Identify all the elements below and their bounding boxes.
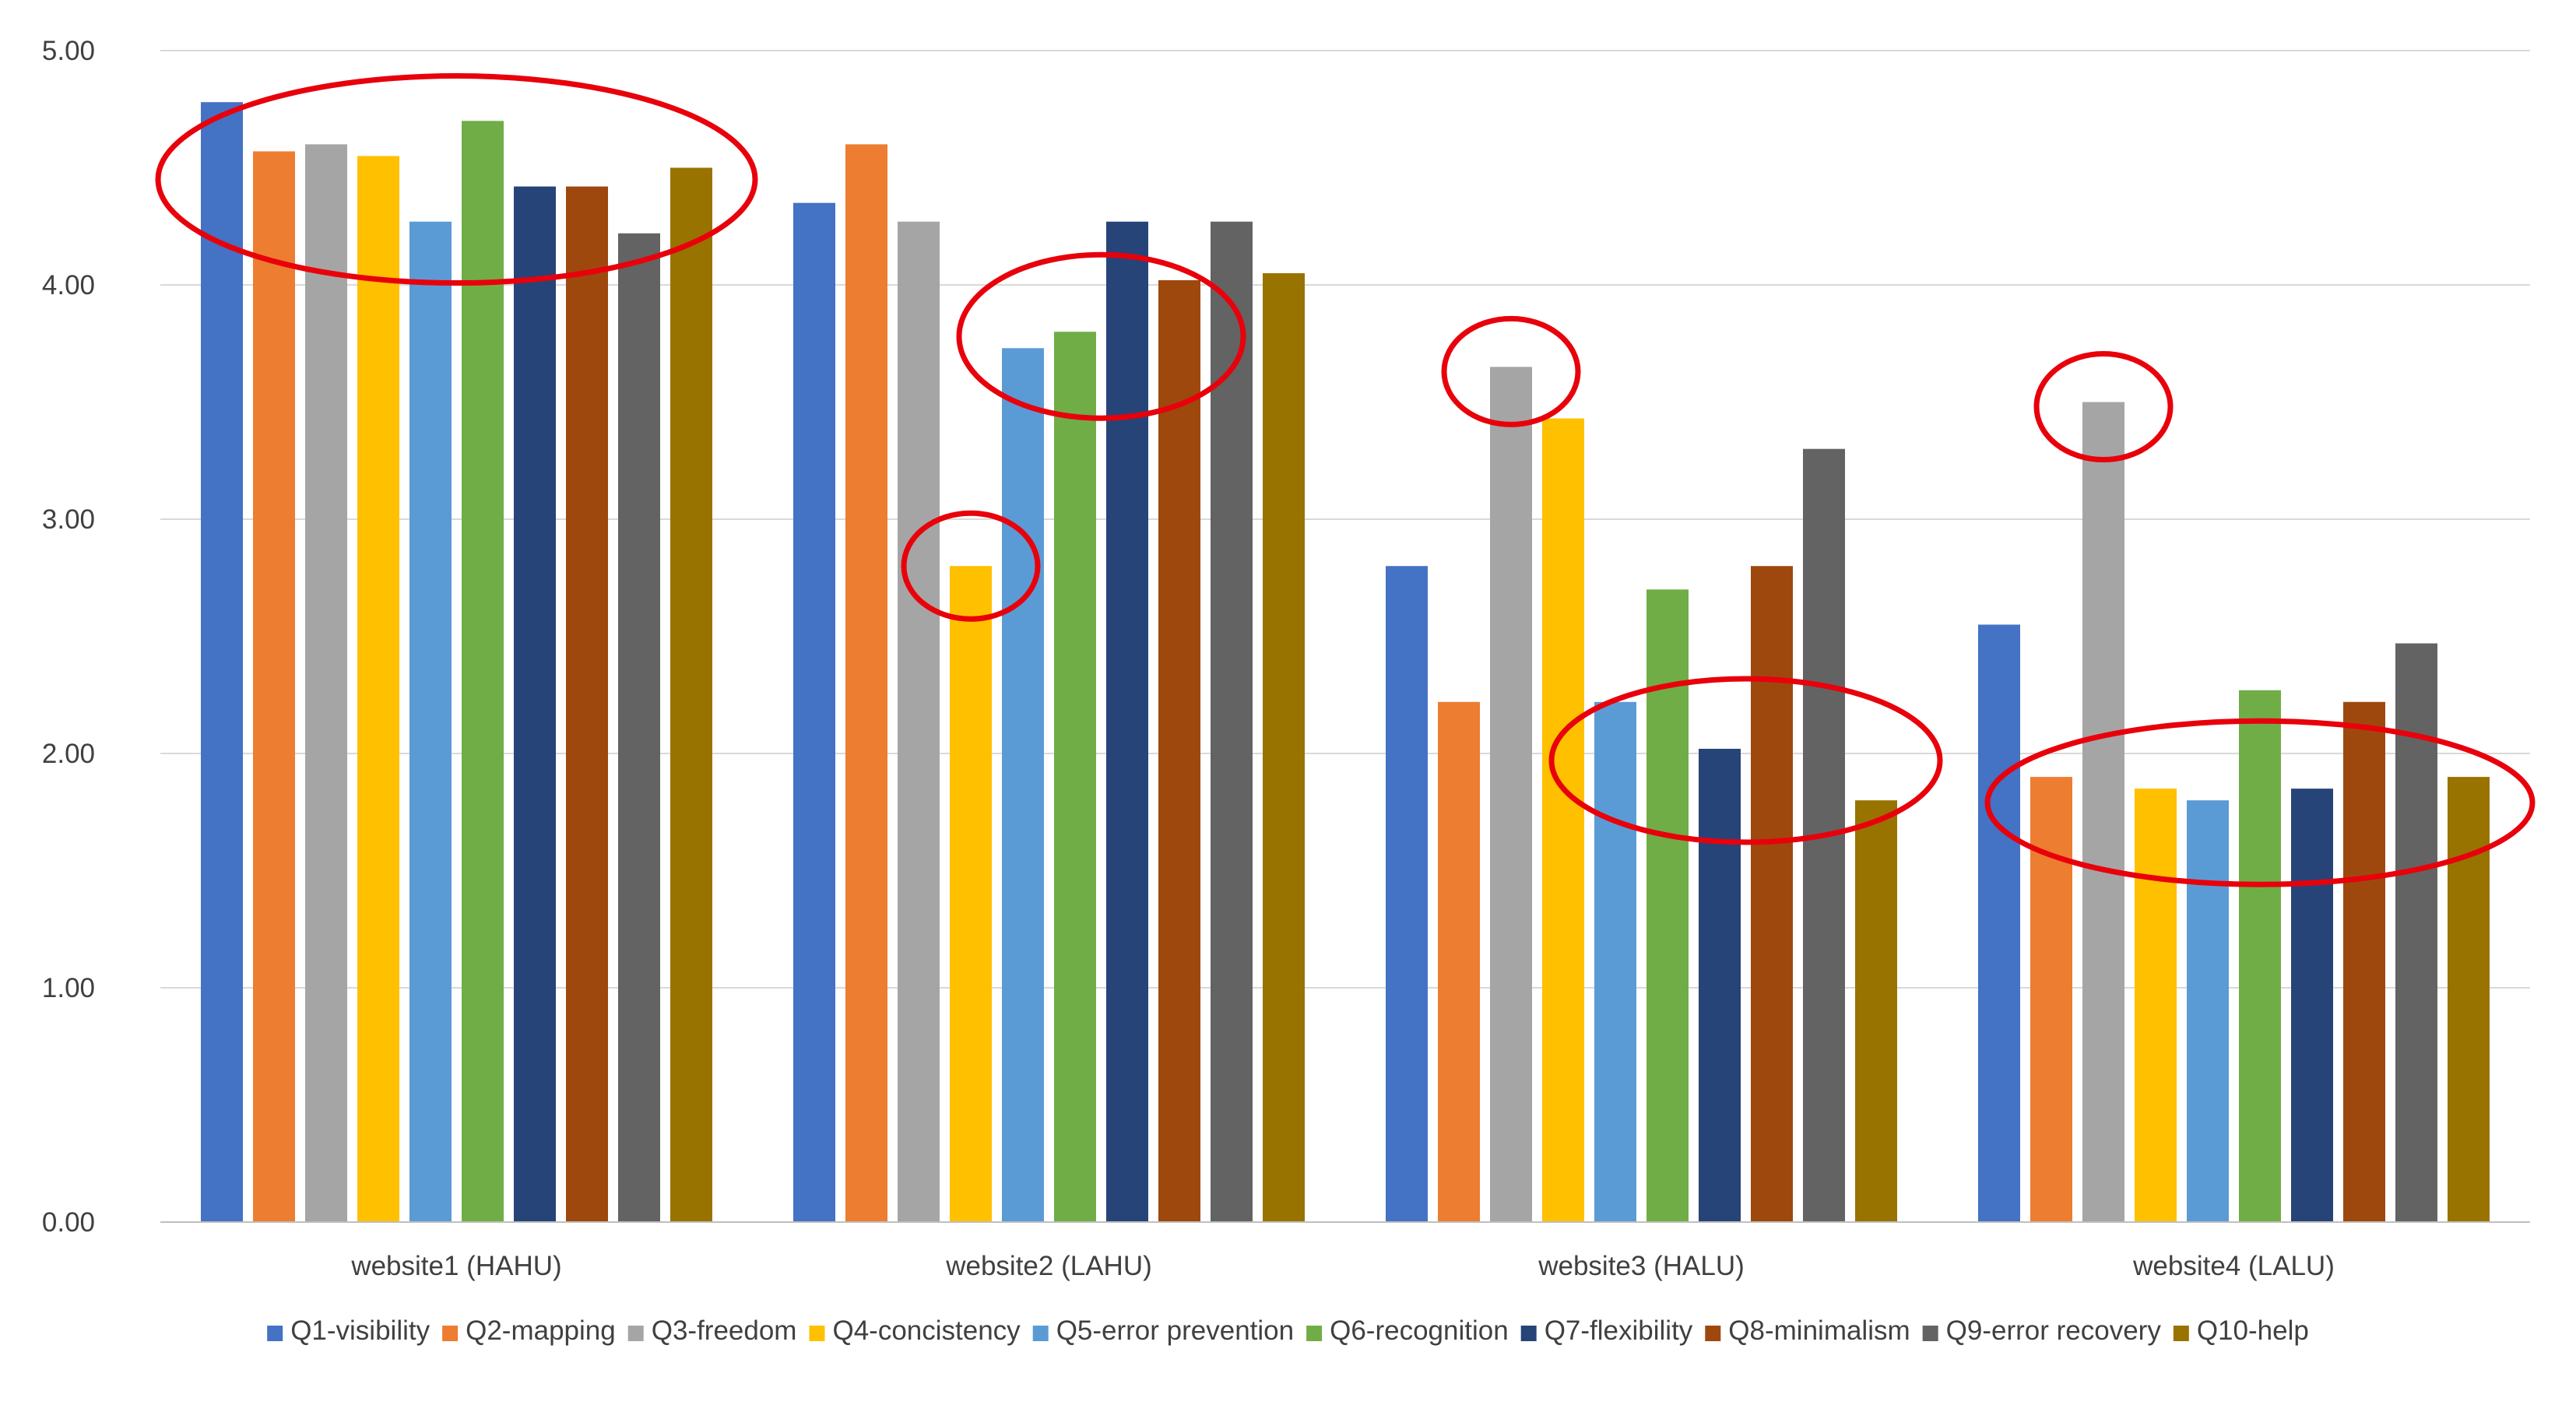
legend-swatch (442, 1326, 459, 1341)
highlight-ellipse (2033, 351, 2174, 463)
highlight-ellipse (1984, 718, 2536, 887)
bars (201, 102, 2490, 1223)
bar (793, 202, 835, 1222)
bar (1978, 624, 2020, 1222)
bar (2082, 402, 2124, 1222)
highlight-ellipse (956, 251, 1246, 421)
legend-swatch (1032, 1326, 1049, 1341)
y-tick-label: 2.00 (42, 739, 95, 769)
bar (618, 233, 660, 1222)
legend-label: Q5-error prevention (1056, 1315, 1294, 1346)
y-tick-label: 3.00 (42, 504, 95, 535)
bar (253, 151, 295, 1223)
bar (514, 186, 556, 1223)
legend-swatch (1520, 1326, 1537, 1341)
legend: Q1-visibility Q2-mapping Q3-freedom Q4-conc… (267, 1315, 2309, 1346)
bar (1751, 566, 1793, 1222)
bar (409, 221, 452, 1223)
bar (950, 566, 992, 1222)
y-tick-label: 1.00 (42, 973, 95, 1003)
bar (1386, 566, 1428, 1222)
bar (2239, 690, 2281, 1222)
bar (2030, 777, 2072, 1222)
legend-swatch (267, 1326, 283, 1341)
highlight-ellipse (901, 510, 1041, 622)
legend-label: Q7-flexibility (1545, 1315, 1693, 1346)
bar (1594, 701, 1636, 1222)
x-category-label: website4 (LALU) (2132, 1251, 2335, 1281)
bar (201, 102, 243, 1223)
annotations (155, 73, 2536, 887)
bar (1646, 589, 1689, 1222)
highlight-ellipse (155, 73, 758, 286)
legend-label: Q10-help (2197, 1315, 2309, 1346)
legend-label: Q6-recognition (1330, 1315, 1509, 1346)
highlight-ellipse (1548, 676, 1943, 845)
bar (1211, 221, 1253, 1223)
x-category-label: website3 (HALU) (1538, 1251, 1745, 1281)
legend-swatch (1922, 1326, 1938, 1341)
y-tick-label: 5.00 (42, 36, 95, 66)
bar (1490, 367, 1532, 1223)
legend-label: Q9-error recovery (1946, 1315, 2162, 1346)
x-category-label: website2 (LAHU) (945, 1251, 1152, 1281)
highlight-ellipse (1441, 315, 1581, 427)
bar (1542, 418, 1584, 1222)
legend-swatch (627, 1326, 644, 1341)
x-category-label: website1 (HAHU) (350, 1251, 561, 1281)
legend-swatch (1306, 1326, 1323, 1341)
bar (357, 156, 399, 1223)
y-tick-label: 0.00 (42, 1207, 95, 1238)
legend-swatch (2173, 1326, 2189, 1341)
legend-label: Q4-concistency (832, 1315, 1021, 1346)
bar (2135, 789, 2177, 1222)
bar (2448, 777, 2490, 1222)
bar (1263, 272, 1305, 1223)
bar (1699, 748, 1741, 1222)
legend-label: Q2-mapping (466, 1315, 616, 1346)
bar (1106, 221, 1148, 1223)
bar (1054, 332, 1096, 1223)
bar (2187, 800, 2229, 1222)
bar (566, 186, 608, 1223)
bar (1002, 348, 1044, 1222)
bar (898, 221, 940, 1223)
legend-label: Q3-freedom (652, 1315, 797, 1346)
legend-label: Q8-minimalism (1728, 1315, 1910, 1346)
bar (1158, 279, 1200, 1223)
axes: 0.00 1.00 2.00 3.00 4.00 5.00 website1 (HAHU) w… (42, 36, 2530, 1281)
legend-label: Q1-visibility (290, 1315, 430, 1346)
bar (670, 167, 712, 1222)
bar (2291, 789, 2333, 1222)
legend-swatch (1705, 1326, 1721, 1341)
bar (845, 144, 887, 1222)
bar (1438, 701, 1480, 1222)
bar (2343, 701, 2385, 1222)
legend-swatch (809, 1326, 825, 1341)
y-tick-label: 4.00 (42, 270, 95, 300)
bar (1855, 800, 1897, 1222)
bar (305, 144, 347, 1222)
bar (462, 121, 504, 1222)
